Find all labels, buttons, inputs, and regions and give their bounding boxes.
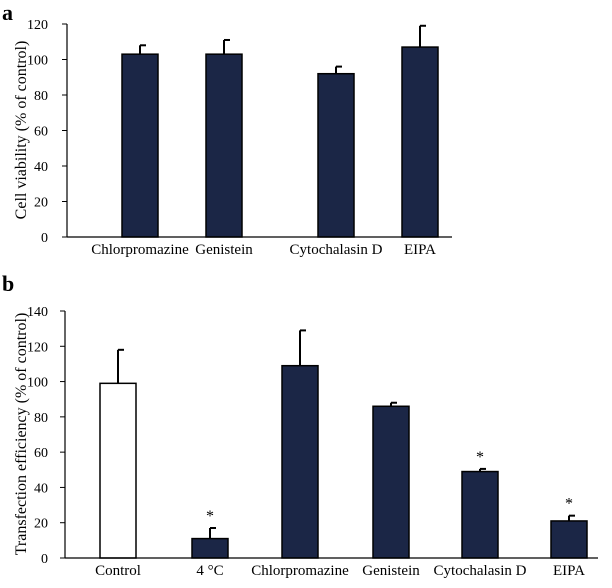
bar	[372, 405, 410, 559]
significance-marker: *	[476, 449, 484, 466]
y-axis-label: Cell viability (% of control)	[13, 41, 30, 220]
significance-marker: *	[206, 508, 214, 525]
bar	[121, 53, 159, 238]
bar	[317, 72, 355, 238]
category-label: Cytochalasin D	[290, 242, 383, 258]
bar	[281, 364, 319, 559]
panel-label: a	[2, 0, 13, 25]
bar-group: Chlorpromazine	[91, 44, 189, 258]
y-tick-label: 60	[34, 446, 48, 461]
category-label: Control	[95, 563, 141, 579]
category-label: Chlorpromazine	[91, 242, 189, 258]
bar	[205, 53, 243, 238]
y-tick-label: 100	[27, 54, 48, 69]
category-label: 4 °C	[196, 563, 223, 579]
y-tick-label: 40	[34, 481, 48, 496]
bar-group: 4 °C *	[191, 508, 229, 579]
bar-group: EIPA	[401, 24, 439, 258]
y-tick-label: 140	[27, 305, 48, 320]
category-label: Cytochalasin D	[434, 563, 527, 579]
y-tick-label: 120	[27, 18, 48, 33]
y-tick-label: 80	[34, 411, 48, 426]
y-tick-label: 40	[34, 160, 48, 175]
chart-panel-b: b Transfection efficiency (% of control) 0…	[2, 271, 598, 579]
category-label: EIPA	[404, 242, 436, 258]
category-label: EIPA	[553, 563, 585, 579]
bar-group: Control	[95, 348, 141, 579]
panel-label: b	[2, 271, 14, 296]
bar	[401, 46, 439, 238]
bar-group: Cytochalasin D	[290, 65, 383, 258]
y-tick-label: 120	[27, 340, 48, 355]
category-label: Genistein	[362, 563, 420, 579]
y-tick-label: 20	[34, 517, 48, 532]
bar	[550, 520, 588, 559]
bar-group: Genistein	[362, 401, 420, 579]
category-label: Chlorpromazine	[251, 563, 349, 579]
y-tick-label: 20	[34, 196, 48, 211]
y-axis-label: Transfection efficiency (% of control)	[13, 313, 30, 556]
y-tick-label: 0	[41, 231, 48, 246]
y-tick-label: 60	[34, 125, 48, 140]
bar-group: EIPA *	[550, 496, 588, 579]
bar-group: Genistein	[195, 38, 253, 258]
bar-group: Cytochalasin D *	[434, 449, 527, 579]
y-tick-label: 100	[27, 376, 48, 391]
y-tick-label: 80	[34, 89, 48, 104]
bar	[99, 382, 137, 559]
bar	[191, 537, 229, 559]
category-label: Genistein	[195, 242, 253, 258]
bar	[461, 470, 499, 559]
significance-marker: *	[565, 496, 573, 513]
bar-group: Chlorpromazine	[251, 329, 349, 579]
y-tick-label: 0	[41, 552, 48, 567]
